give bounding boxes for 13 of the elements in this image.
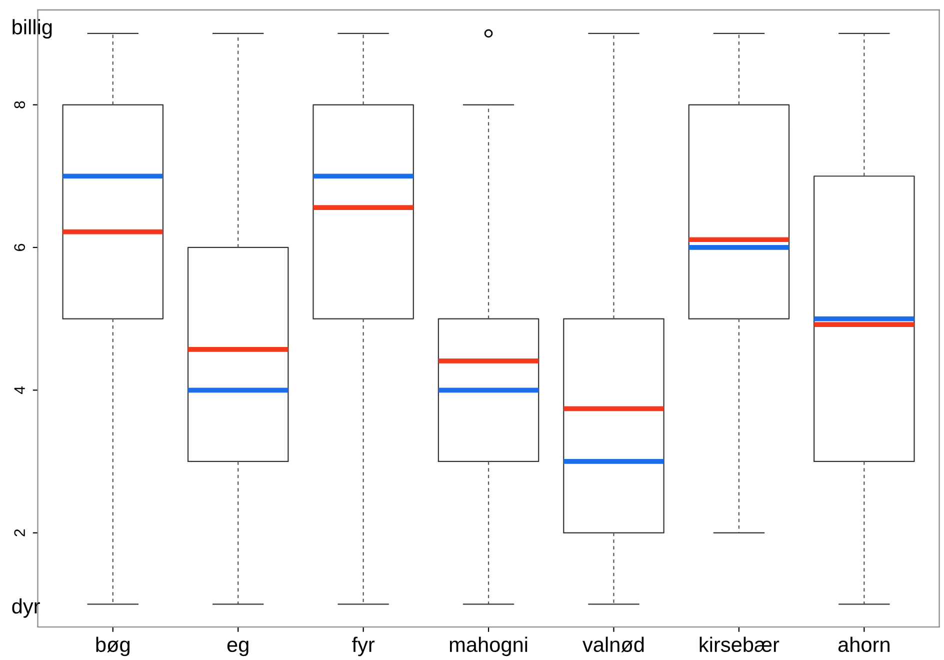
x-tick-label: ahorn [838,636,890,652]
x-tick-label: fyr [352,636,375,656]
y-tick-label: 6 [14,244,26,251]
annotation: billig [12,19,52,39]
annotation: dyr [12,598,40,618]
x-tick-label: valnød [582,636,644,652]
x-tick-label: bøg [96,636,130,656]
y-tick-label: 2 [14,529,25,536]
y-tick-label: 8 [14,101,26,108]
y-tick-label: 4 [14,386,25,394]
x-tick-label: mahogni [450,636,528,656]
x-tick-label: eg [227,640,248,656]
x-tick-label: kirsebær [700,636,780,652]
